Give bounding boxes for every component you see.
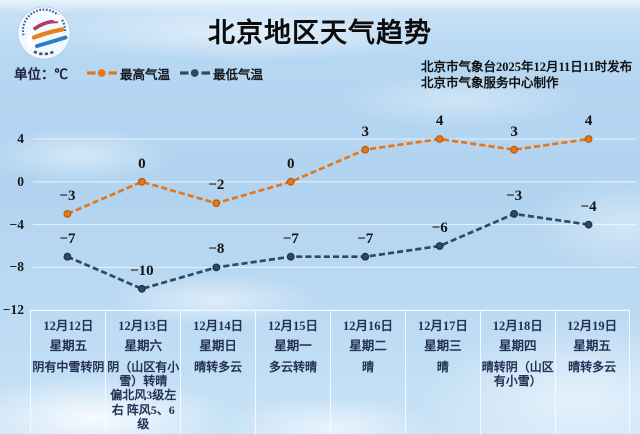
series-line-low — [66, 212, 589, 291]
issuer-line1: 北京市气象台2025年12月11日11时发布 — [421, 60, 633, 74]
point-label: 0 — [287, 155, 295, 172]
issuer-info: 北京市气象台2025年12月11日11时发布 北京市气象服务中心制作 — [421, 60, 632, 91]
y-tick-label: 0 — [17, 173, 24, 189]
low-temp-marker-icon — [180, 69, 211, 77]
data-point — [361, 145, 370, 154]
data-point — [361, 252, 370, 261]
data-point — [435, 135, 444, 143]
forecast-date: 12月16日 — [342, 319, 393, 333]
forecast-weather: 阴（山区有小雪）转晴 偏北风3级左右 阵风5、6级 — [107, 360, 180, 431]
forecast-weekday: 星期日 — [199, 339, 237, 353]
forecast-weather: 晴转多云 — [568, 360, 617, 374]
forecast-column: 12月12日 星期五阴有中雪转阴 — [30, 310, 105, 434]
forecast-weather: 晴 — [361, 360, 374, 374]
forecast-date: 12月17日 — [417, 319, 468, 333]
point-label: −2 — [208, 177, 225, 194]
forecast-weekday: 星期四 — [498, 339, 537, 353]
data-point — [286, 177, 295, 186]
forecast-column: 12月19日 星期五晴转多云 — [554, 310, 630, 434]
forecast-weather: 晴 — [436, 360, 449, 374]
forecast-column: 12月17日 星期三晴 — [404, 310, 480, 434]
data-point — [137, 284, 146, 293]
y-tick-label: −8 — [9, 259, 24, 275]
meteorological-service-logo-icon — [17, 6, 71, 60]
forecast-column: 12月14日 星期日晴转多云 — [180, 310, 255, 434]
y-tick-label: 4 — [17, 131, 24, 146]
forecast-column: 12月16日 星期二晴 — [330, 310, 405, 434]
data-point — [286, 252, 295, 261]
unit-label: 单位：℃ — [14, 67, 68, 82]
forecast-weather: 多云转晴 — [269, 360, 318, 374]
forecast-weather: 晴转多云 — [194, 360, 243, 374]
point-label: 3 — [510, 123, 518, 140]
y-tick-label: −4 — [9, 216, 24, 232]
point-label: −6 — [431, 220, 448, 236]
point-label: 4 — [584, 113, 593, 129]
forecast-column: 12月15日 星期一多云转晴 — [255, 310, 330, 434]
page-title: 北京地区天气趋势 — [208, 18, 432, 48]
forecast-column: 12月18日 星期四晴转阴（山区有小雪） — [479, 310, 555, 434]
legend-item-low-temp: 最低气温 — [180, 64, 263, 83]
issuer-line2: 北京市气象服务中心制作 — [421, 75, 559, 90]
data-point — [137, 177, 146, 186]
point-label: −7 — [59, 230, 76, 247]
series-line-high — [66, 137, 589, 216]
chart-legend: 单位：℃ 最高气温 最低气温 — [14, 64, 263, 82]
data-point — [584, 135, 593, 143]
data-point — [510, 145, 519, 154]
forecast-weekday: 星期三 — [424, 339, 462, 353]
point-label: −7 — [282, 230, 299, 247]
point-label: −3 — [59, 187, 76, 204]
high-temp-marker-icon — [87, 69, 117, 77]
point-label: 0 — [138, 155, 146, 172]
data-point — [212, 263, 221, 272]
legend-label-low: 最低气温 — [213, 67, 264, 82]
forecast-weekday: 星期五 — [573, 339, 611, 353]
forecast-date: 12月15日 — [268, 319, 319, 333]
forecast-column: 12月13日 星期六阴（山区有小雪）转晴 偏北风3级左右 阵风5、6级 — [105, 310, 180, 434]
point-label: −7 — [357, 230, 374, 247]
forecast-weekday: 星期六 — [124, 339, 162, 353]
forecast-weekday: 星期一 — [274, 339, 312, 353]
forecast-weekday: 星期二 — [349, 339, 387, 353]
point-label: −10 — [130, 262, 154, 279]
data-point — [212, 199, 221, 208]
point-label: −3 — [506, 187, 523, 204]
legend-label-high: 最高气温 — [120, 67, 171, 82]
forecast-date: 12月18日 — [492, 319, 543, 333]
y-tick-label: −12 — [2, 302, 24, 318]
point-label: 3 — [361, 123, 369, 140]
forecast-date: 12月12日 — [43, 319, 94, 333]
point-label: −4 — [580, 198, 597, 215]
point-label: 4 — [435, 113, 444, 129]
forecast-weekday: 星期五 — [49, 339, 88, 353]
forecast-date: 12月14日 — [193, 319, 244, 333]
forecast-weather: 晴转阴（山区有小雪） — [481, 360, 554, 389]
data-point — [435, 242, 444, 250]
forecast-weather: 阴有中雪转阴 — [32, 360, 105, 374]
forecast-date: 12月13日 — [118, 319, 169, 333]
data-point — [510, 210, 519, 218]
data-point — [63, 252, 72, 261]
forecast-date: 12月19日 — [567, 319, 618, 333]
point-label: −8 — [208, 241, 225, 258]
data-point — [63, 210, 72, 218]
legend-item-high-temp: 最高气温 — [87, 64, 170, 83]
data-point — [584, 220, 593, 229]
